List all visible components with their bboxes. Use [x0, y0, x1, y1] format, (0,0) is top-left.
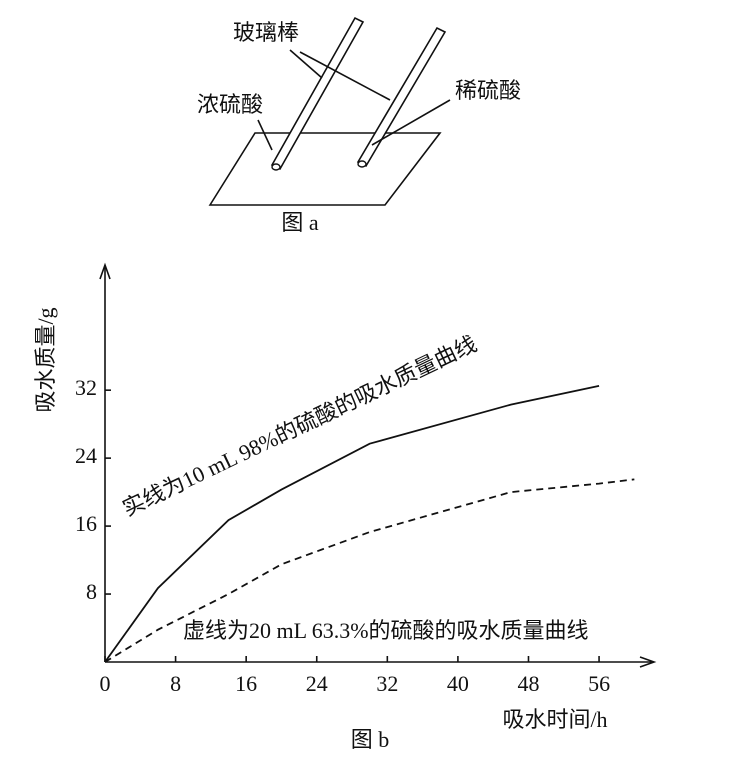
leader — [371, 99, 451, 146]
leader — [289, 49, 323, 79]
series-label: 虚线为20 mL 63.3%的硫酸的吸水质量曲线 — [183, 618, 589, 643]
y-tick-label: 24 — [75, 443, 97, 468]
label: 浓硫酸 — [197, 92, 263, 117]
series-line — [104, 385, 600, 663]
drop-right — [357, 160, 367, 168]
y-tick-label: 32 — [75, 375, 97, 400]
leader — [299, 51, 391, 101]
y-arrow — [99, 262, 111, 280]
x-arrow — [639, 656, 657, 668]
x-tick-label: 40 — [447, 671, 469, 696]
label: 稀硫酸 — [455, 78, 521, 103]
drop-left — [271, 163, 281, 171]
x-tick-label: 56 — [588, 671, 610, 696]
leader — [257, 119, 273, 151]
plate — [208, 132, 442, 206]
series-label: 实线为10 mL 98%的硫酸的吸水质量曲线 — [119, 331, 481, 521]
x-tick-label: 24 — [306, 671, 328, 696]
series-line — [104, 478, 635, 663]
y-tick-label: 16 — [75, 511, 97, 536]
x-axis-label: 吸水时间/h — [502, 707, 607, 732]
diagram-a: 玻璃棒 浓硫酸 稀硫酸 图 a — [197, 16, 521, 235]
y-tick-label: 8 — [86, 579, 97, 604]
x-tick-label: 16 — [235, 671, 257, 696]
label: 玻璃棒 — [233, 20, 299, 45]
caption: 图 a — [281, 210, 319, 235]
x-tick-label: 8 — [170, 671, 181, 696]
x-tick-label: 0 — [100, 671, 111, 696]
y-axis-label: 吸水质量/g — [33, 307, 58, 412]
x-tick-label: 48 — [517, 671, 539, 696]
caption: 图 b — [351, 727, 390, 752]
rod-right — [356, 26, 447, 168]
x-tick-label: 32 — [376, 671, 398, 696]
